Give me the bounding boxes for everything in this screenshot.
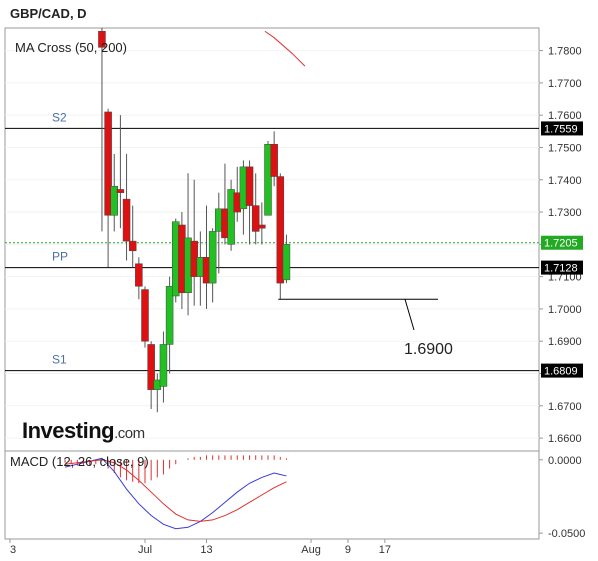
candle-body xyxy=(282,244,291,281)
candle-down xyxy=(104,108,112,267)
time-tick-label: Aug xyxy=(301,544,321,556)
price-tick-label: 1.7800 xyxy=(548,46,582,58)
level-value-tag xyxy=(541,260,583,275)
level-name-s2: S2 xyxy=(52,110,67,124)
candle-up xyxy=(165,276,174,374)
candle-down xyxy=(276,173,285,300)
price-tick-label: 1.7600 xyxy=(548,110,582,122)
candle-up xyxy=(264,141,272,216)
level-value-label: 1.7128 xyxy=(544,263,578,275)
candle-body xyxy=(159,344,168,387)
candle-body xyxy=(122,198,131,242)
level-name-s1: S1 xyxy=(52,353,67,367)
chart-title: GBP/CAD, D xyxy=(10,6,87,21)
time-tick-label: Jul xyxy=(138,544,152,556)
candle-body xyxy=(135,263,143,287)
candle-down xyxy=(147,341,155,410)
candle-down xyxy=(270,131,278,187)
investing-logo-suffix: .com xyxy=(114,425,145,442)
time-tick-label: 17 xyxy=(379,544,391,556)
candle-down xyxy=(245,160,254,245)
candle-body xyxy=(110,185,118,216)
candle-down xyxy=(135,257,143,300)
level-value-tag xyxy=(541,121,583,136)
level-value-tag xyxy=(541,235,583,250)
time-axis-ticks: 3 Jul 13 Aug 9 17 xyxy=(9,539,391,556)
candle-body xyxy=(104,111,112,216)
time-tick-label: 9 xyxy=(345,544,351,556)
macd-series xyxy=(64,455,287,530)
candle-down xyxy=(98,28,106,232)
candle-body xyxy=(264,143,272,216)
candle-down xyxy=(258,202,266,245)
price-tick-label: 1.6700 xyxy=(548,401,582,413)
time-tick-label: 13 xyxy=(200,544,212,556)
candle-up xyxy=(110,153,118,232)
candle-body xyxy=(141,289,149,342)
candle-down xyxy=(116,115,125,229)
candle-body xyxy=(227,189,235,245)
level-value-label: 1.7205 xyxy=(544,238,578,250)
grid xyxy=(5,50,539,439)
level-value-tag xyxy=(541,363,583,378)
candle-body xyxy=(165,286,174,345)
price-tick-label: 1.7500 xyxy=(548,142,582,154)
investing-logo-word: Investing xyxy=(22,418,114,443)
ma-cross-label: MA Cross (50, 200) xyxy=(15,40,127,55)
level-value-label: 1.6809 xyxy=(544,366,578,378)
annotation-label: 1.6900 xyxy=(404,341,453,358)
price-tick-label: 1.7400 xyxy=(548,175,582,187)
candle-up xyxy=(208,228,217,303)
candle-down xyxy=(251,173,260,245)
level-tags: 1.7559 1.7128 1.6809 1.7205 xyxy=(541,121,583,378)
time-tick-label: 3 xyxy=(10,544,16,556)
candle-down xyxy=(141,286,149,348)
macd-label: MACD (12, 26, close, 9) xyxy=(10,454,149,469)
candle-body xyxy=(258,224,266,229)
candle-body xyxy=(251,205,260,232)
macd-panel-frame xyxy=(4,450,540,540)
level-name-pp: PP xyxy=(52,250,68,264)
price-tick-label: 1.7000 xyxy=(548,304,582,316)
candle-up xyxy=(227,179,235,251)
ma-cross-line xyxy=(264,30,306,67)
investing-logo: Investing.com xyxy=(22,418,145,443)
price-tick-label: 1.6600 xyxy=(548,433,582,445)
annotation-leader-diagonal xyxy=(404,299,415,331)
candle-up xyxy=(159,331,168,403)
pivot-levels: S2 PP S1 xyxy=(5,110,539,372)
candle-body xyxy=(128,240,137,252)
candles xyxy=(98,28,291,413)
ma-200-line xyxy=(264,30,306,67)
macd-signal-line xyxy=(64,459,287,522)
macd-tick-label: -0.0500 xyxy=(548,528,585,540)
level-value-label: 1.7559 xyxy=(544,123,578,135)
candle-body xyxy=(270,143,278,177)
candle-body xyxy=(208,231,217,284)
price-tick-label: 1.7300 xyxy=(548,207,582,219)
price-annotation: 1.6900 xyxy=(278,298,453,358)
price-tick-label: 1.7700 xyxy=(548,78,582,90)
candle-body xyxy=(116,189,125,193)
macd-tick-label: 0.0000 xyxy=(548,455,582,467)
price-axis-ticks: 1.66001.67001.68001.69001.70001.71001.72… xyxy=(539,46,582,445)
candle-body xyxy=(245,166,254,206)
candle-down xyxy=(128,205,137,267)
candle-body xyxy=(276,176,285,284)
price-tick-label: 1.7100 xyxy=(548,272,582,284)
candle-down xyxy=(122,153,131,261)
price-tick-label: 1.6900 xyxy=(548,336,582,348)
macd-axis-ticks: 0.0000 -0.0500 xyxy=(539,455,585,540)
candle-body xyxy=(98,30,106,48)
candle-up xyxy=(282,234,291,284)
price-panel-frame xyxy=(4,27,540,452)
candle-body xyxy=(147,344,155,390)
